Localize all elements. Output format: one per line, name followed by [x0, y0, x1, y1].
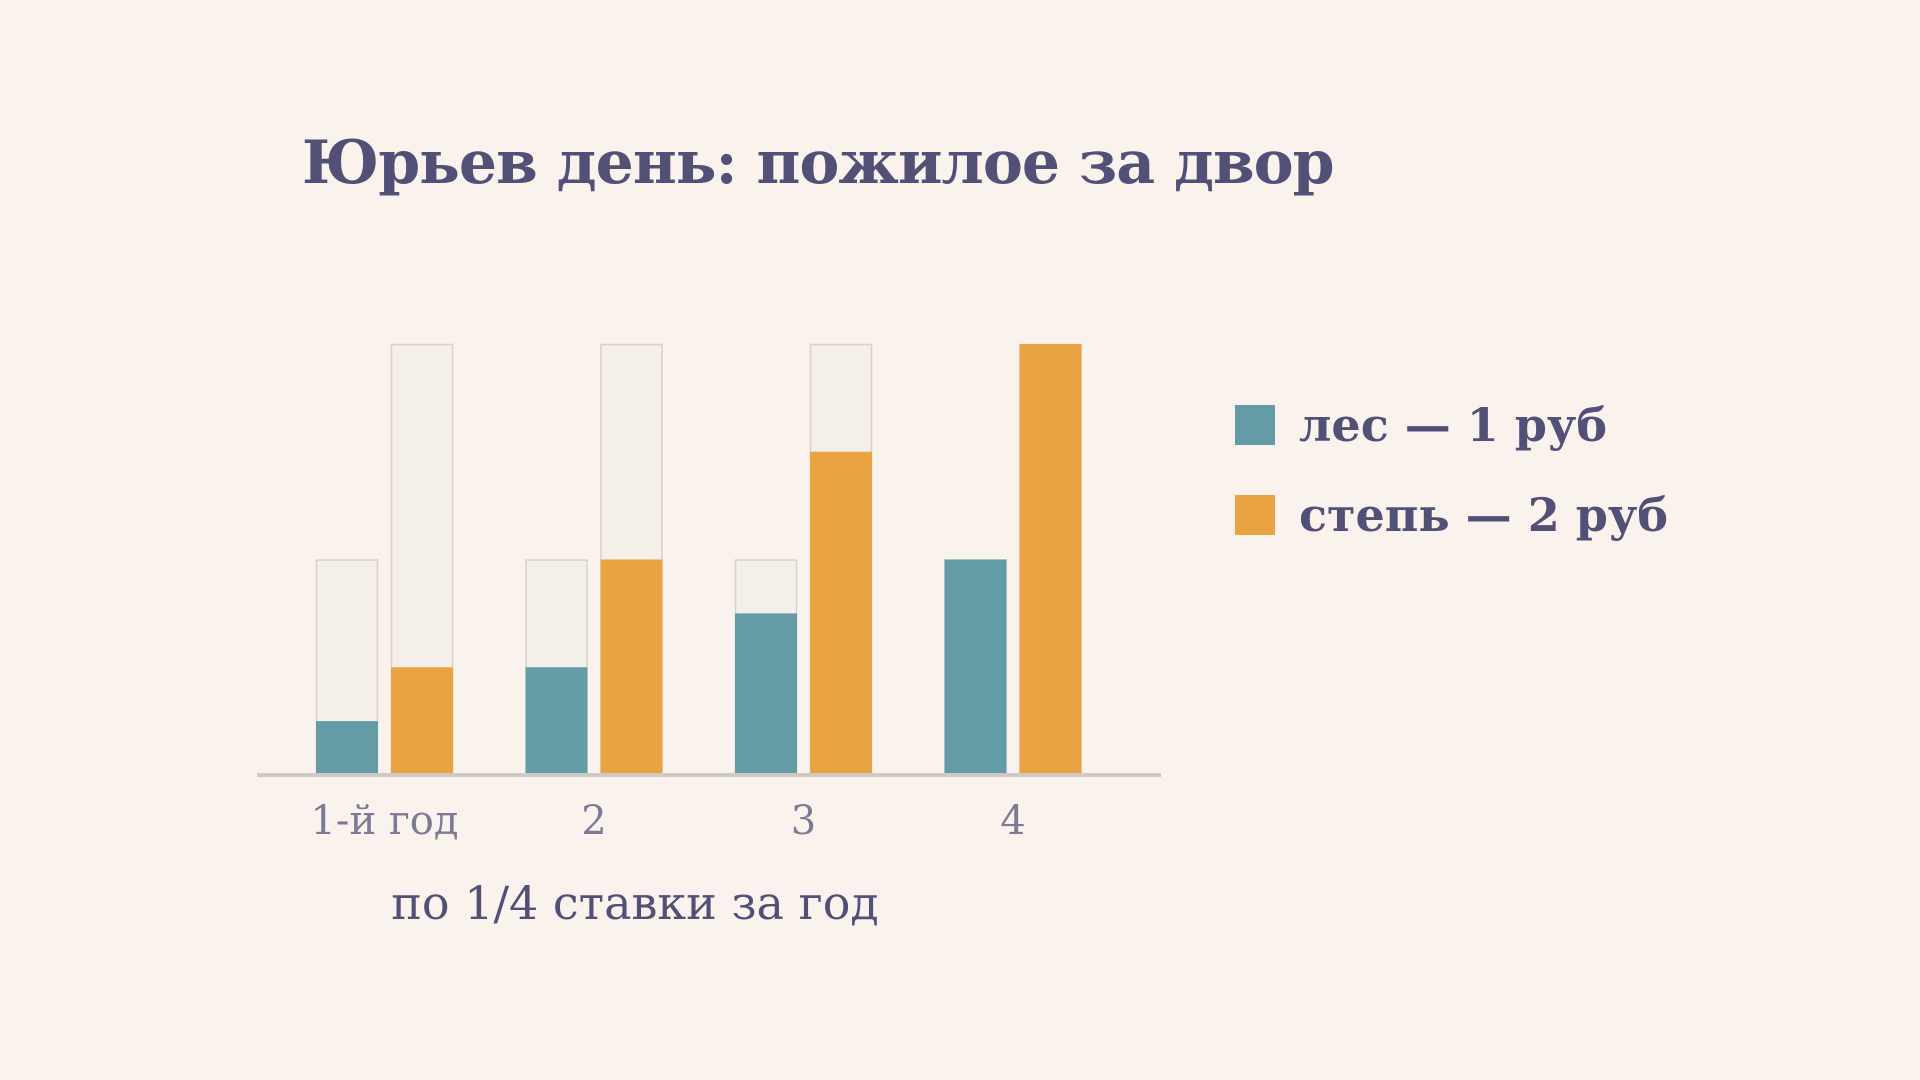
legend-label-steppe: степь — 2 руб: [1299, 488, 1669, 542]
legend-label-forest: лес — 1 руб: [1299, 398, 1608, 452]
legend-item-steppe: степь — 2 руб: [1235, 488, 1668, 542]
bar-steppe: [1019, 344, 1082, 775]
bar-steppe: [600, 559, 663, 775]
legend-swatch-forest: [1235, 405, 1275, 445]
x-tick-label: 4: [1000, 798, 1025, 844]
legend: лес — 1 руб степь — 2 руб: [1235, 398, 1668, 584]
chart-title: Юрьев день: пожилое за двор: [302, 128, 1335, 198]
legend-item-forest: лес — 1 руб: [1235, 398, 1668, 452]
bar-forest: [525, 667, 588, 775]
bar-steppe: [810, 451, 872, 775]
x-tick-label: 3: [791, 798, 816, 844]
x-axis-caption: по 1/4 ставки за год: [391, 876, 879, 930]
legend-swatch-steppe: [1235, 495, 1275, 535]
bar-forest: [316, 721, 378, 775]
bar-forest: [735, 613, 797, 775]
x-tick-label: 2: [581, 798, 606, 844]
x-tick-label: 1-й год: [310, 798, 458, 844]
bar-steppe: [391, 667, 453, 775]
bar-forest: [944, 559, 1007, 775]
